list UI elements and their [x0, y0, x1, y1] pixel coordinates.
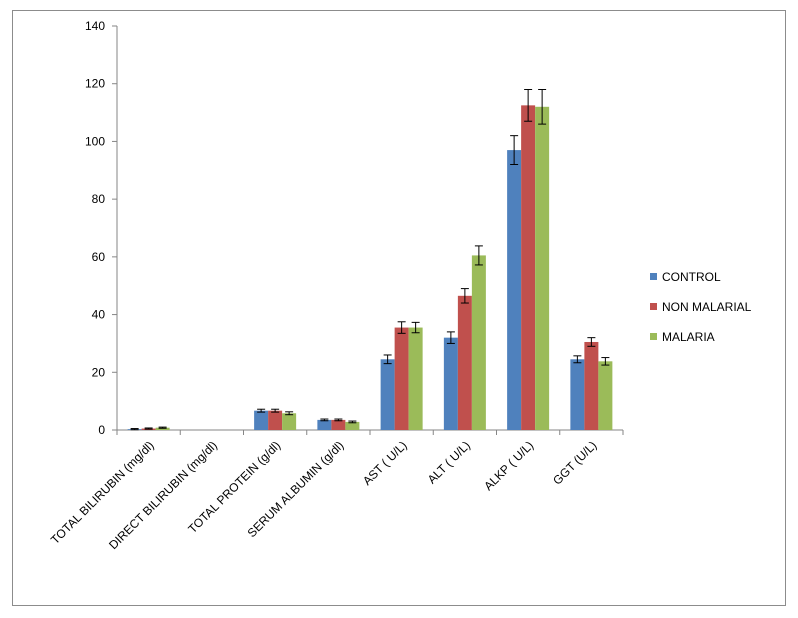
bar: [268, 410, 283, 430]
bar: [598, 361, 613, 430]
bar: [155, 427, 170, 430]
bar: [254, 410, 269, 430]
bar: [408, 327, 423, 430]
x-category-label: AST ( U/L): [360, 438, 410, 488]
y-tick-label: 100: [85, 134, 105, 148]
bar: [521, 105, 536, 430]
legend-label: MALARIA: [662, 330, 715, 344]
bar: [317, 419, 332, 430]
y-tick-label: 120: [85, 77, 105, 91]
bar: [584, 341, 599, 430]
x-category-label: ALT ( U/L): [425, 438, 473, 486]
bars: [127, 88, 613, 431]
bar: [507, 150, 522, 431]
bar: [535, 106, 550, 431]
x-axis: TOTAL BILIRUBIN (mg/dl)DIRECT BILIRUBIN …: [48, 429, 624, 552]
x-category-label: DIRECT BILIRUBIN (mg/dl): [106, 438, 220, 552]
legend: CONTROL NON MALARIAL MALARIA: [650, 270, 752, 344]
bar: [380, 359, 395, 430]
x-category-label: TOTAL BILIRUBIN (mg/dl): [48, 438, 157, 547]
y-tick-label: 20: [92, 365, 106, 379]
y-tick-label: 140: [85, 19, 105, 33]
legend-swatch: [650, 303, 657, 310]
y-tick-label: 0: [98, 423, 105, 437]
bar: [570, 359, 585, 430]
legend-label: NON MALARIAL: [662, 300, 752, 314]
legend-swatch: [650, 333, 657, 340]
bar: [443, 337, 458, 430]
bar: [282, 413, 297, 430]
bar: [394, 327, 409, 430]
chart-frame: [12, 10, 786, 606]
x-category-label: GGT (U/L): [550, 438, 599, 487]
bar: [471, 255, 486, 430]
legend-swatch: [650, 273, 657, 280]
y-tick-label: 80: [92, 192, 106, 206]
legend-label: CONTROL: [662, 270, 721, 284]
y-tick-label: 60: [92, 250, 106, 264]
bar: [331, 419, 346, 430]
bar: [457, 295, 472, 430]
x-category-label: ALKP ( U/L): [481, 438, 536, 493]
y-tick-label: 40: [92, 308, 106, 322]
y-axis: 0 20 40 60 80 100 120 140: [85, 19, 118, 437]
bar: [345, 421, 360, 430]
